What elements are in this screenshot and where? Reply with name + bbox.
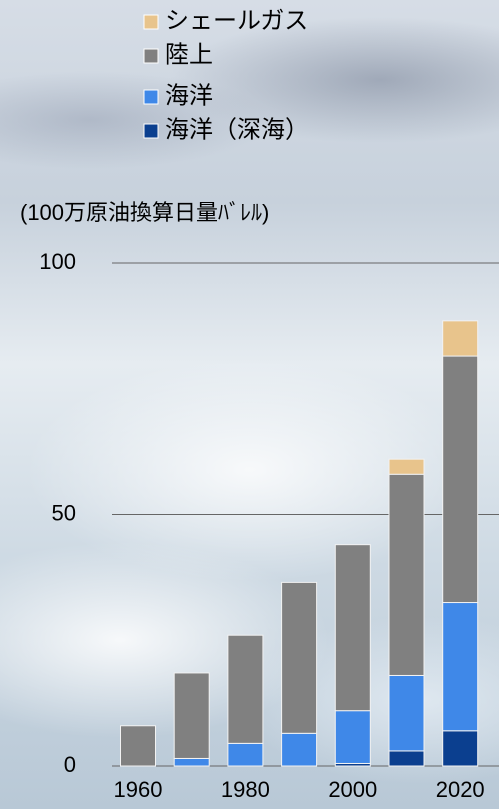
legend-label: 海洋（深海） xyxy=(165,116,309,143)
bar-segment xyxy=(442,730,479,767)
bar-segment xyxy=(173,672,210,759)
legend-swatch xyxy=(143,89,159,105)
y-tick-label: 100 xyxy=(39,249,76,274)
bar-segment xyxy=(388,674,425,752)
x-tick-label: 1980 xyxy=(221,777,270,802)
legend-swatch xyxy=(143,48,159,64)
legend-swatch xyxy=(143,14,159,30)
legend-label: シェールガス xyxy=(165,7,308,34)
legend-label: 陸上 xyxy=(165,41,213,68)
bar-segment xyxy=(442,602,479,732)
bar-segment xyxy=(227,634,264,744)
bar-segment xyxy=(388,458,425,475)
y-tick-label: 0 xyxy=(64,752,76,777)
bar-segment xyxy=(442,355,479,604)
bar-segment xyxy=(334,544,371,712)
x-tick-label: 2020 xyxy=(436,777,485,802)
bar-segment xyxy=(388,473,425,676)
bar-segment xyxy=(281,732,318,767)
bar-segment xyxy=(227,742,264,767)
y-tick-label: 50 xyxy=(52,500,76,525)
legend-label: 海洋 xyxy=(165,82,213,109)
legend-swatch xyxy=(143,123,159,139)
bar-segment xyxy=(120,725,156,767)
bar-segment xyxy=(388,750,425,767)
bar-segment xyxy=(442,320,479,357)
x-tick-label: 2000 xyxy=(328,777,377,802)
bar-segment xyxy=(173,757,210,767)
bar-segment xyxy=(281,581,318,734)
bar-segment xyxy=(334,710,371,764)
y-axis-label: (100万原油換算日量ﾊﾞﾚﾙ) xyxy=(20,200,269,225)
x-tick-label: 1960 xyxy=(114,777,163,802)
